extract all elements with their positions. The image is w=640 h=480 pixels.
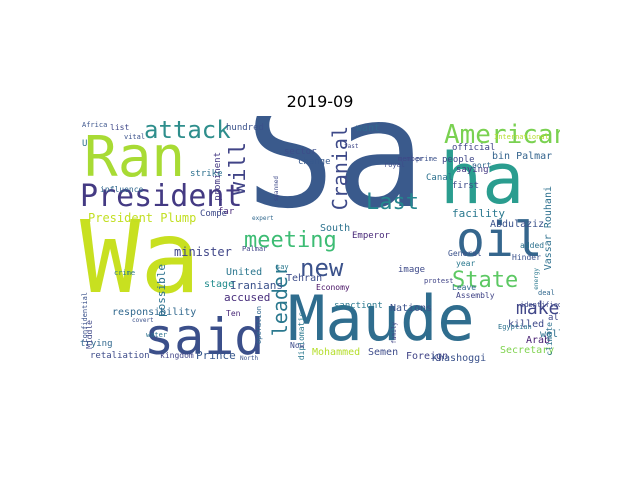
cloud-word: say — [276, 263, 289, 271]
cloud-word: Iranians — [230, 279, 283, 292]
cloud-word: official — [452, 143, 496, 153]
cloud-word: climate — [545, 322, 554, 356]
cloud-word: prime — [416, 155, 438, 163]
cloud-word: Semen — [368, 347, 399, 358]
cloud-word: make — [516, 298, 560, 319]
cloud-word: Africa — [82, 121, 108, 129]
cloud-word: minister — [174, 245, 232, 259]
cloud-word: International — [494, 133, 549, 141]
cloud-word: Leave — [452, 283, 477, 292]
cloud-word: sector — [284, 147, 317, 157]
cloud-word: Khashoggi — [432, 353, 487, 364]
cloud-word: Secretary — [500, 345, 555, 356]
cloud-word: vital — [124, 133, 146, 141]
cloud-word: Mohammed — [312, 347, 361, 358]
cloud-word: attack — [144, 116, 231, 144]
cloud-word: Tehran — [286, 273, 323, 284]
cloud-word: retaliation — [90, 351, 150, 361]
cloud-word: spanned — [273, 176, 280, 202]
cloud-word: Assembly — [456, 291, 495, 300]
cloud-word: Foreign — [406, 351, 449, 362]
cloud-word: identified — [520, 301, 560, 309]
cloud-word: Egyptian — [498, 323, 532, 331]
cloud-word: meeting — [244, 228, 337, 253]
cloud-word: will — [226, 142, 251, 195]
cloud-word: Canal — [426, 173, 454, 183]
cloud-word: State — [452, 268, 519, 293]
cloud-word: first — [452, 181, 480, 191]
cloud-word: stage — [204, 279, 235, 290]
cloud-word: South — [320, 223, 351, 234]
cloud-word: water — [146, 331, 168, 339]
cloud-word: kingdom — [160, 351, 194, 360]
cloud-word: royal — [384, 161, 406, 169]
cloud-word: Sâ — [245, 116, 426, 242]
cloud-word: United — [226, 267, 263, 278]
cloud-word: responsibility — [112, 307, 197, 318]
cloud-word: Arab — [526, 335, 551, 346]
cloud-word: Compe — [200, 209, 228, 219]
cloud-word: Palmar — [242, 245, 268, 253]
cloud-word: saying — [456, 165, 489, 175]
cloud-word: Wa — [80, 199, 201, 316]
cloud-word: Abdulaziz — [490, 219, 545, 230]
cloud-word: member — [398, 155, 424, 163]
cloud-word: American — [444, 120, 560, 150]
cloud-word: ally — [548, 313, 560, 323]
cloud-word: covert — [132, 317, 154, 324]
cloud-word: Last — [366, 190, 419, 215]
cloud-word: change — [298, 157, 331, 167]
cloud-word: President Plump — [88, 211, 197, 225]
cloud-word: Ran — [84, 125, 186, 190]
cloud-word: Now — [290, 341, 305, 350]
cloud-word: Maude — [288, 282, 475, 355]
cloud-word: hundred — [226, 123, 264, 133]
cloud-word: influence — [100, 185, 144, 194]
cloud-word: strike — [190, 169, 223, 179]
cloud-word: fast — [344, 143, 359, 150]
cloud-word: North — [240, 355, 259, 362]
cloud-word: President — [80, 179, 243, 214]
cloud-word: Emperor — [352, 231, 390, 241]
cloud-word: U — [82, 139, 88, 149]
cloud-word: protest — [424, 277, 454, 285]
cloud-word: Vassar Rouhani — [543, 186, 554, 271]
cloud-word: family — [391, 322, 398, 344]
cloud-word: want — [356, 123, 381, 134]
cloud-word: Hinder — [512, 253, 541, 262]
cloud-word: deal — [538, 289, 555, 297]
cloud-word: expert — [252, 215, 274, 222]
cloud-word: far — [218, 207, 235, 217]
word-cloud: Sâ Wa Ran ha Maude said oil President Am… — [80, 116, 560, 368]
cloud-word: Prince — [196, 349, 236, 362]
cloud-word: sanctiont — [334, 301, 383, 311]
cloud-word: said — [144, 308, 265, 366]
cloud-word: image — [398, 265, 426, 275]
cloud-word: ha — [440, 138, 525, 220]
cloud-word: confidential — [81, 292, 89, 343]
cloud-word: port — [472, 161, 492, 170]
cloud-word: oil — [456, 212, 543, 268]
cloud-word: new — [300, 254, 344, 282]
cloud-word: Economy — [316, 283, 350, 292]
cloud-word: killed — [508, 319, 545, 330]
cloud-word: General — [448, 249, 482, 258]
cloud-word: diplomatic — [297, 312, 306, 361]
cloud-word: list — [110, 123, 130, 132]
cloud-word: well — [540, 329, 560, 340]
cloud-word: bin Palmar — [492, 151, 553, 162]
cloud-word: trying — [80, 339, 113, 349]
cloud-word: facility — [452, 207, 505, 220]
chart-title: 2019-09 — [286, 92, 354, 111]
cloud-word: Nations — [390, 303, 433, 314]
cloud-word: year — [456, 259, 476, 268]
cloud-word: Cranial — [328, 126, 352, 211]
cloud-word: accused — [224, 291, 271, 304]
cloud-word: people — [442, 155, 475, 165]
cloud-word: energy — [533, 268, 540, 290]
cloud-word: Ten — [226, 309, 241, 318]
cloud-word: operation — [255, 306, 263, 344]
cloud-word: added — [520, 241, 545, 250]
cloud-word: crime — [114, 269, 136, 277]
